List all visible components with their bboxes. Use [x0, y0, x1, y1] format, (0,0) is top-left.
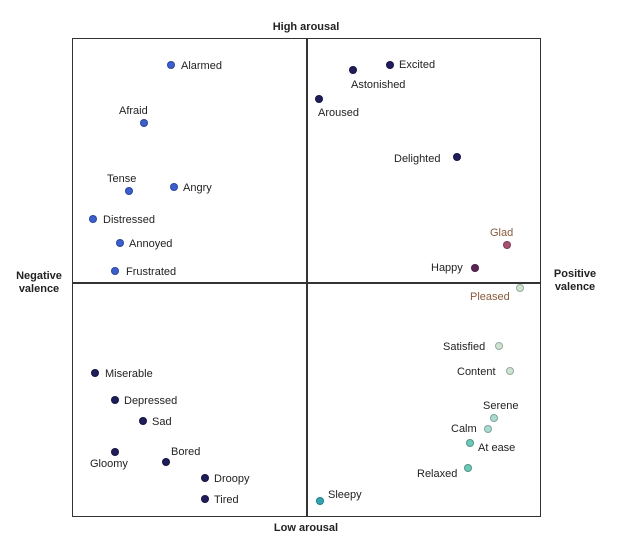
- emotion-point-sad: [139, 417, 147, 425]
- negative-valence-line2: valence: [18, 283, 60, 295]
- arousal-axis: [306, 38, 308, 517]
- emotion-label-tired: Tired: [214, 494, 239, 506]
- emotion-point-pleased: [516, 284, 524, 292]
- emotion-label-bored: Bored: [171, 446, 201, 458]
- positive-valence-line1: Positive: [553, 268, 597, 280]
- emotion-point-depressed: [111, 396, 119, 404]
- emotion-label-astonished: Astonished: [351, 79, 406, 91]
- emotion-label-annoyed: Annoyed: [129, 238, 173, 250]
- emotion-point-at-ease: [466, 439, 474, 447]
- emotion-label-alarmed: Alarmed: [181, 60, 222, 72]
- emotion-point-satisfied: [495, 342, 503, 350]
- emotion-point-astonished: [349, 66, 357, 74]
- emotion-point-droopy: [201, 474, 209, 482]
- emotion-label-relaxed: Relaxed: [417, 468, 458, 480]
- emotion-label-calm: Calm: [451, 423, 477, 435]
- emotion-label-afraid: Afraid: [119, 105, 148, 117]
- emotion-point-content: [506, 367, 514, 375]
- emotion-point-tense: [125, 187, 133, 195]
- emotion-label-sleepy: Sleepy: [328, 489, 362, 501]
- emotion-label-excited: Excited: [399, 59, 436, 71]
- valence-axis: [72, 282, 541, 284]
- emotion-point-afraid: [140, 119, 148, 127]
- emotion-label-miserable: Miserable: [105, 368, 153, 380]
- emotion-point-miserable: [91, 369, 99, 377]
- emotion-label-droopy: Droopy: [214, 473, 250, 485]
- emotion-label-sad: Sad: [152, 416, 172, 428]
- emotion-label-frustrated: Frustrated: [126, 266, 177, 278]
- emotion-label-distressed: Distressed: [103, 214, 155, 226]
- emotion-point-alarmed: [167, 61, 175, 69]
- emotion-label-pleased: Pleased: [470, 291, 510, 303]
- emotion-point-relaxed: [464, 464, 472, 472]
- emotion-label-satisfied: Satisfied: [443, 341, 486, 353]
- emotion-point-gloomy: [111, 448, 119, 456]
- emotion-point-aroused: [315, 95, 323, 103]
- emotion-point-angry: [170, 183, 178, 191]
- emotion-label-gloomy: Gloomy: [90, 458, 128, 470]
- emotion-point-distressed: [89, 215, 97, 223]
- emotion-label-delighted: Delighted: [394, 153, 441, 165]
- emotion-point-happy: [471, 264, 479, 272]
- emotion-label-content: Content: [457, 366, 496, 378]
- emotion-label-serene: Serene: [483, 400, 519, 412]
- emotion-point-excited: [386, 61, 394, 69]
- emotion-label-aroused: Aroused: [318, 107, 359, 119]
- emotion-point-glad: [503, 241, 511, 249]
- emotion-point-sleepy: [316, 497, 324, 505]
- emotion-point-frustrated: [111, 267, 119, 275]
- emotion-point-calm: [484, 425, 492, 433]
- emotion-label-happy: Happy: [431, 262, 463, 274]
- emotion-label-depressed: Depressed: [124, 395, 178, 407]
- emotion-point-serene: [490, 414, 498, 422]
- negative-valence-line1: Negative: [16, 270, 62, 282]
- emotion-label-glad: Glad: [490, 227, 514, 239]
- emotion-point-bored: [162, 458, 170, 466]
- emotion-point-annoyed: [116, 239, 124, 247]
- emotion-point-delighted: [453, 153, 461, 161]
- emotion-label-at-ease: At ease: [478, 442, 516, 454]
- emotion-label-tense: Tense: [107, 173, 137, 185]
- positive-valence-label: Positive valence: [544, 268, 606, 294]
- emotion-point-tired: [201, 495, 209, 503]
- high-arousal-label: High arousal: [272, 21, 340, 33]
- negative-valence-label: Negative valence: [4, 270, 74, 296]
- emotion-label-angry: Angry: [183, 182, 212, 194]
- low-arousal-label: Low arousal: [273, 522, 339, 534]
- positive-valence-line2: valence: [554, 281, 596, 293]
